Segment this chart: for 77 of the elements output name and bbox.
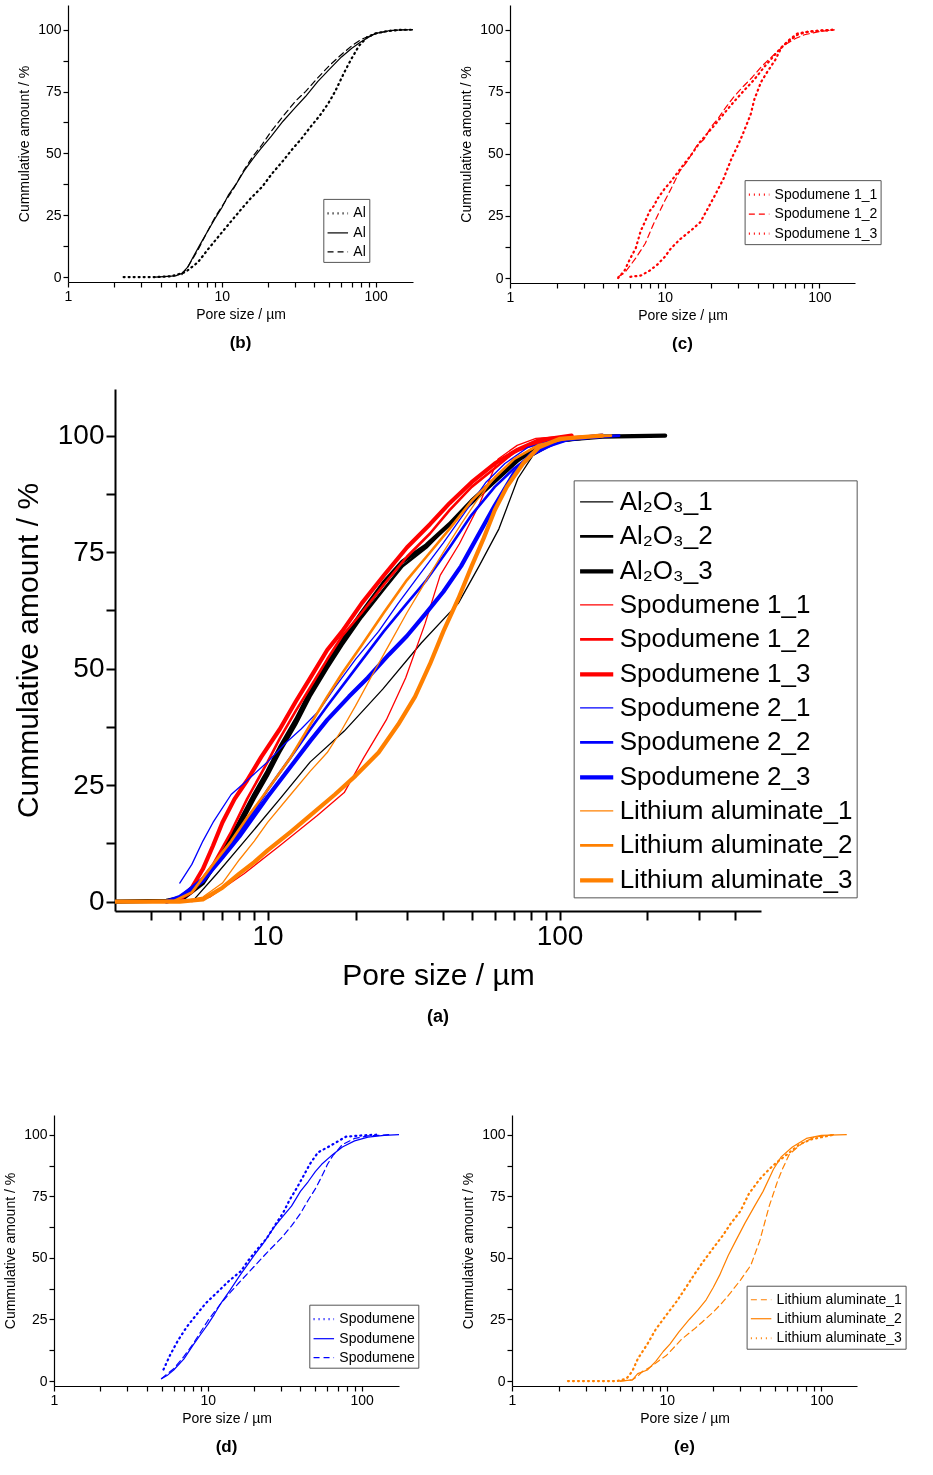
x-tick-label: 10 — [214, 287, 231, 304]
y-tick-label: 25 — [489, 1310, 506, 1327]
x-tick-label: 100 — [364, 287, 389, 304]
y-tick-label: 0 — [497, 1372, 506, 1389]
x-tick-label: 1 — [50, 1391, 59, 1408]
y-tick-label: 100 — [480, 21, 504, 38]
legend-label: Spodumene 1_2 — [619, 623, 811, 654]
y-tick-label: 0 — [495, 269, 504, 286]
y-axis-title: Cummulative amount / % — [10, 482, 44, 819]
x-tick-label: 10 — [657, 288, 674, 305]
y-tick-label: 75 — [73, 535, 105, 567]
legend-label: Al₂O₃_2 — [619, 520, 713, 551]
y-tick-label: 25 — [487, 207, 504, 224]
x-tick-label: 10 — [200, 1391, 217, 1408]
legend-label: Al₂O₃_3 — [619, 555, 713, 586]
legend-label: Lithium aluminate_2 — [619, 829, 853, 860]
y-tick-label: 75 — [489, 1187, 506, 1204]
legend-label: Lithium aluminate_3 — [776, 1329, 903, 1346]
text: (b) — [229, 333, 252, 352]
y-tick-label: 0 — [53, 268, 62, 285]
y-tick-label: 0 — [88, 885, 105, 917]
x-axis-title: Pore size / µm — [196, 305, 286, 322]
y-tick-label: 100 — [57, 419, 105, 451]
y-tick-label: 50 — [489, 1249, 506, 1266]
legend-label: Spodumene 2_1 — [619, 691, 811, 722]
legend-label: Lithium aluminate_1 — [776, 1290, 903, 1307]
y-tick-label: 100 — [38, 21, 62, 38]
legend-label: Spodumene 1_3 — [619, 658, 811, 689]
y-axis-title: Cummulative amount / % — [16, 65, 33, 223]
legend-label: Lithium aluminate_1 — [619, 794, 853, 825]
x-tick-label: 100 — [350, 1391, 375, 1408]
y-axis-title: Cummulative amount / % — [458, 66, 475, 223]
y-axis-title: Cummulative amount / % — [2, 1172, 19, 1330]
y-tick-label: 25 — [31, 1310, 48, 1327]
text: (c) — [672, 334, 693, 353]
legend-label: Lithium aluminate_2 — [776, 1309, 903, 1326]
y-tick-label: 25 — [73, 768, 105, 800]
legend-label: Spodumene 1_2 — [774, 205, 878, 222]
legend-label: Spodumene — [339, 1348, 416, 1365]
legend-label: Spodumene 1_1 — [774, 185, 878, 202]
y-tick-label: 50 — [73, 652, 105, 684]
x-tick-label: 10 — [659, 1391, 676, 1408]
y-axis-title: Cummulative amount / % — [460, 1172, 477, 1330]
x-tick-label: 1 — [64, 287, 73, 304]
legend-label: Al — [353, 242, 366, 259]
text: (d) — [215, 1437, 238, 1456]
x-tick-label: 1 — [508, 1391, 517, 1408]
legend-label: Spodumene — [339, 1310, 416, 1327]
x-axis-title: Pore size / µm — [640, 1409, 730, 1426]
x-tick-label: 1 — [506, 288, 515, 305]
y-tick-label: 75 — [31, 1187, 48, 1204]
y-tick-label: 50 — [487, 145, 504, 162]
y-tick-label: 100 — [24, 1126, 48, 1143]
x-tick-label: 100 — [810, 1391, 834, 1408]
legend-label: Al₂O₃_1 — [619, 485, 713, 516]
legend-label: Al — [353, 223, 366, 240]
legend-label: Spodumene 1_3 — [774, 224, 878, 241]
y-tick-label: 100 — [482, 1126, 506, 1143]
legend-label: Spodumene 2_3 — [619, 761, 811, 792]
y-tick-label: 25 — [45, 206, 62, 223]
x-axis-title: Pore size / µm — [638, 306, 728, 323]
legend-label: Spodumene — [339, 1329, 416, 1346]
text: (e) — [674, 1437, 695, 1456]
legend-label: Spodumene 2_2 — [619, 726, 811, 757]
y-tick-label: 50 — [31, 1249, 48, 1266]
y-tick-label: 50 — [45, 144, 62, 161]
x-axis-title: Pore size / µm — [182, 1409, 272, 1426]
y-tick-label: 0 — [39, 1372, 48, 1389]
y-tick-label: 75 — [487, 83, 504, 100]
text: (a) — [427, 1006, 449, 1026]
x-tick-label: 10 — [252, 919, 284, 951]
x-axis-title: Pore size / µm — [342, 957, 535, 991]
legend-label: Al — [353, 204, 366, 221]
x-tick-label: 100 — [808, 288, 832, 305]
y-tick-label: 75 — [45, 83, 62, 100]
legend-label: Spodumene 1_1 — [619, 588, 811, 619]
legend-label: Lithium aluminate_3 — [619, 864, 853, 895]
